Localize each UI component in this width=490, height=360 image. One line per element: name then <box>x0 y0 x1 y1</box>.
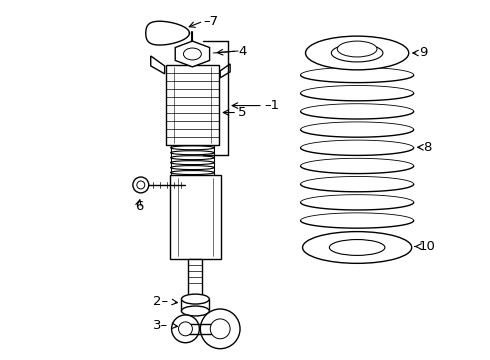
Ellipse shape <box>181 306 209 316</box>
Ellipse shape <box>178 322 193 336</box>
Ellipse shape <box>172 315 199 343</box>
Text: 5: 5 <box>238 106 246 119</box>
Text: –1: –1 <box>265 99 280 112</box>
Bar <box>166 65 219 145</box>
Ellipse shape <box>133 177 149 193</box>
Ellipse shape <box>183 48 201 60</box>
Text: 6: 6 <box>135 200 143 213</box>
Text: 8: 8 <box>424 141 432 154</box>
Text: 4: 4 <box>238 45 246 58</box>
Polygon shape <box>151 56 165 74</box>
Bar <box>185 324 220 334</box>
Bar <box>181 299 209 311</box>
Text: 9: 9 <box>418 46 427 59</box>
Ellipse shape <box>337 41 377 57</box>
Polygon shape <box>175 41 210 67</box>
Bar <box>189 260 202 301</box>
Polygon shape <box>220 64 230 78</box>
Text: 10: 10 <box>418 240 436 253</box>
Ellipse shape <box>329 239 385 255</box>
Ellipse shape <box>331 44 383 62</box>
Ellipse shape <box>137 181 145 189</box>
Ellipse shape <box>302 231 412 264</box>
Ellipse shape <box>306 36 409 70</box>
Ellipse shape <box>210 319 230 339</box>
Text: –7: –7 <box>203 15 219 28</box>
Bar <box>170 175 221 260</box>
Text: 3–: 3– <box>153 319 169 332</box>
Ellipse shape <box>200 309 240 349</box>
Ellipse shape <box>181 294 209 304</box>
Text: 2–: 2– <box>153 294 169 307</box>
Polygon shape <box>146 21 190 45</box>
